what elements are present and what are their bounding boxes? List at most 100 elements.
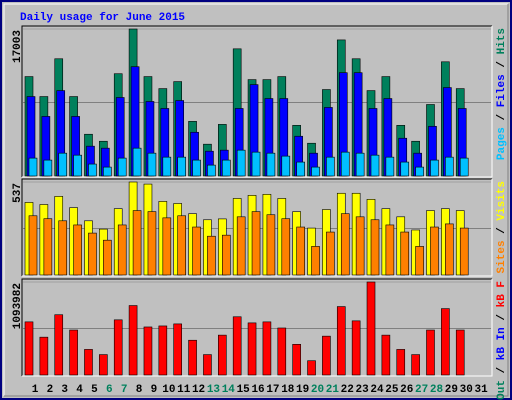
legend-separator: / [496, 61, 508, 68]
bar [177, 215, 186, 276]
bar [162, 156, 172, 177]
x-tick-label: 2 [47, 384, 54, 396]
legend-entry: kB Out [496, 380, 508, 400]
panel-edge [22, 279, 493, 377]
x-tick-label: 5 [91, 384, 98, 396]
x-tick-label: 29 [445, 384, 458, 396]
x-tick-label: 13 [207, 384, 221, 396]
bar [99, 354, 108, 376]
x-tick-label: 21 [326, 384, 340, 396]
x-tick-label: 7 [121, 384, 128, 396]
bar [459, 157, 469, 177]
bar [441, 308, 450, 376]
legend-entry: Sites [496, 240, 508, 273]
x-tick-label: 6 [106, 384, 113, 396]
bar [117, 224, 127, 276]
bar [296, 226, 305, 276]
bar [340, 213, 350, 276]
bar [415, 246, 424, 276]
legend-entry: Hits [496, 28, 508, 54]
bar [132, 147, 142, 177]
bar [28, 157, 38, 177]
bar [400, 161, 410, 177]
x-tick-label: 10 [162, 384, 175, 396]
bar [43, 218, 53, 276]
x-tick-label: 8 [136, 384, 143, 396]
bar [88, 163, 97, 177]
x-tick-label: 19 [296, 384, 309, 396]
panel-edge [22, 179, 493, 277]
bar [73, 154, 82, 177]
bar [113, 319, 123, 376]
bar [445, 156, 454, 177]
bar [426, 329, 435, 376]
bar [430, 159, 439, 177]
bar [173, 323, 182, 376]
bar [218, 334, 227, 376]
bar [277, 327, 287, 376]
bar [58, 152, 68, 177]
x-tick-label: 17 [266, 384, 279, 396]
bar [251, 151, 261, 177]
y-tick-label: 1093982 [12, 283, 24, 329]
panel-edge [21, 25, 492, 177]
x-tick-label: 31 [474, 384, 488, 396]
x-tick-label: 14 [222, 384, 236, 396]
x-tick-label: 28 [430, 384, 444, 396]
bar [366, 281, 376, 376]
bar [58, 220, 68, 276]
bar [430, 226, 439, 276]
legend: Sites / Visits [496, 181, 508, 273]
chart-title: Daily usage for June 2015 [20, 12, 185, 24]
legend-separator: / [496, 366, 508, 373]
bar [459, 227, 469, 276]
bar [355, 152, 365, 177]
bar [415, 166, 424, 177]
bar [247, 322, 257, 376]
bar [381, 334, 391, 376]
bevel [4, 4, 509, 397]
x-tick-label: 11 [177, 384, 191, 396]
bar [292, 344, 301, 376]
bar [355, 216, 365, 276]
bar [192, 226, 201, 276]
x-tick-label: 26 [400, 384, 413, 396]
x-tick-label: 9 [151, 384, 158, 396]
bar [370, 154, 380, 177]
x-tick-label: 24 [370, 384, 384, 396]
x-tick-label: 12 [192, 384, 205, 396]
bar [24, 321, 34, 376]
bar [147, 152, 157, 177]
legend: Pages / Files / Hits [496, 28, 508, 160]
x-tick-label: 22 [341, 384, 354, 396]
bar [128, 305, 138, 376]
bar [262, 321, 272, 376]
bar [236, 149, 246, 177]
bar [147, 211, 157, 276]
bar [39, 336, 49, 376]
bar [132, 210, 142, 276]
legend-separator: / [496, 113, 508, 120]
x-tick-label: 3 [61, 384, 68, 396]
x-tick-label: 1 [32, 384, 39, 396]
bar [351, 320, 361, 376]
bar [336, 306, 346, 376]
bar [385, 224, 395, 276]
panel-edge [21, 278, 492, 376]
bar [103, 166, 112, 177]
x-tick-label: 4 [76, 384, 83, 396]
bar [43, 159, 53, 177]
bar [281, 218, 291, 276]
bar [143, 326, 153, 376]
bar [232, 316, 242, 376]
bar [158, 325, 168, 376]
x-tick-label: 20 [311, 384, 324, 396]
bar [162, 217, 172, 276]
bar [266, 152, 276, 177]
bar [455, 329, 465, 376]
bar [54, 314, 64, 376]
bar [370, 219, 380, 276]
bar [28, 215, 38, 276]
bar [251, 211, 261, 276]
